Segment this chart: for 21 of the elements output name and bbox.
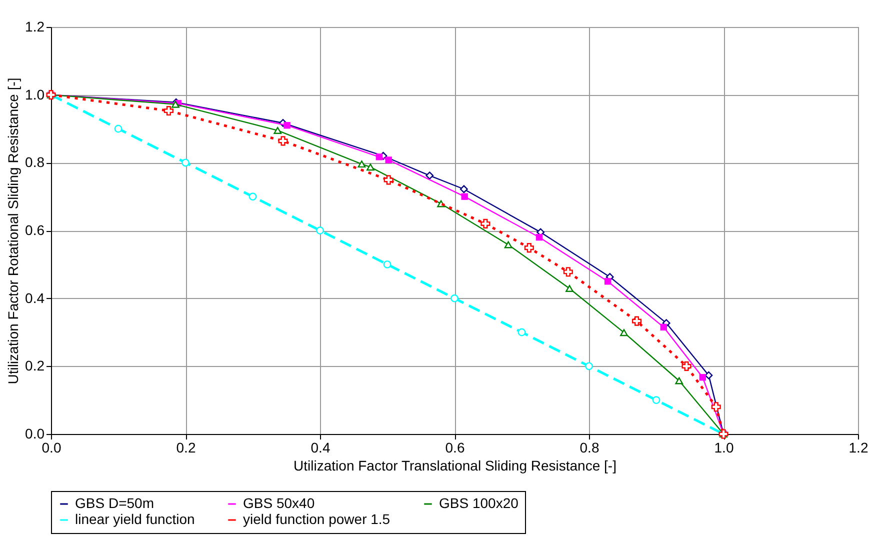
x-tick-label: 0.2: [176, 440, 196, 456]
x-tick-label: 1.0: [714, 440, 734, 456]
y-tick-label: 0.4: [25, 290, 45, 306]
y-tick-label: 1.0: [25, 86, 45, 102]
y-axis-title: Utilization Factor Rotational Sliding Resistance [-]: [5, 78, 22, 384]
x-tick-label: 0.0: [42, 440, 62, 456]
legend-label: linear yield function: [75, 511, 195, 527]
y-tick-label: 1.2: [25, 18, 45, 34]
y-tick-label: 0.2: [25, 358, 45, 374]
x-tick-label: 0.8: [580, 440, 600, 456]
y-tick-label: 0.0: [25, 426, 45, 442]
y-tick-label: 0.6: [25, 222, 45, 238]
legend-label: yield function power 1.5: [243, 511, 390, 527]
x-axis-title: Utilization Factor Translational Sliding Resistance [-]: [294, 458, 616, 474]
legend-label: GBS 100x20: [439, 495, 519, 511]
y-tick-label: 0.8: [25, 154, 45, 170]
legend-label: GBS 50x40: [243, 495, 315, 511]
x-tick-label: 0.4: [310, 440, 330, 456]
x-tick-label: 0.6: [445, 440, 465, 456]
x-tick-label: 1.2: [848, 440, 868, 456]
legend-label: GBS D=50m: [75, 495, 154, 511]
